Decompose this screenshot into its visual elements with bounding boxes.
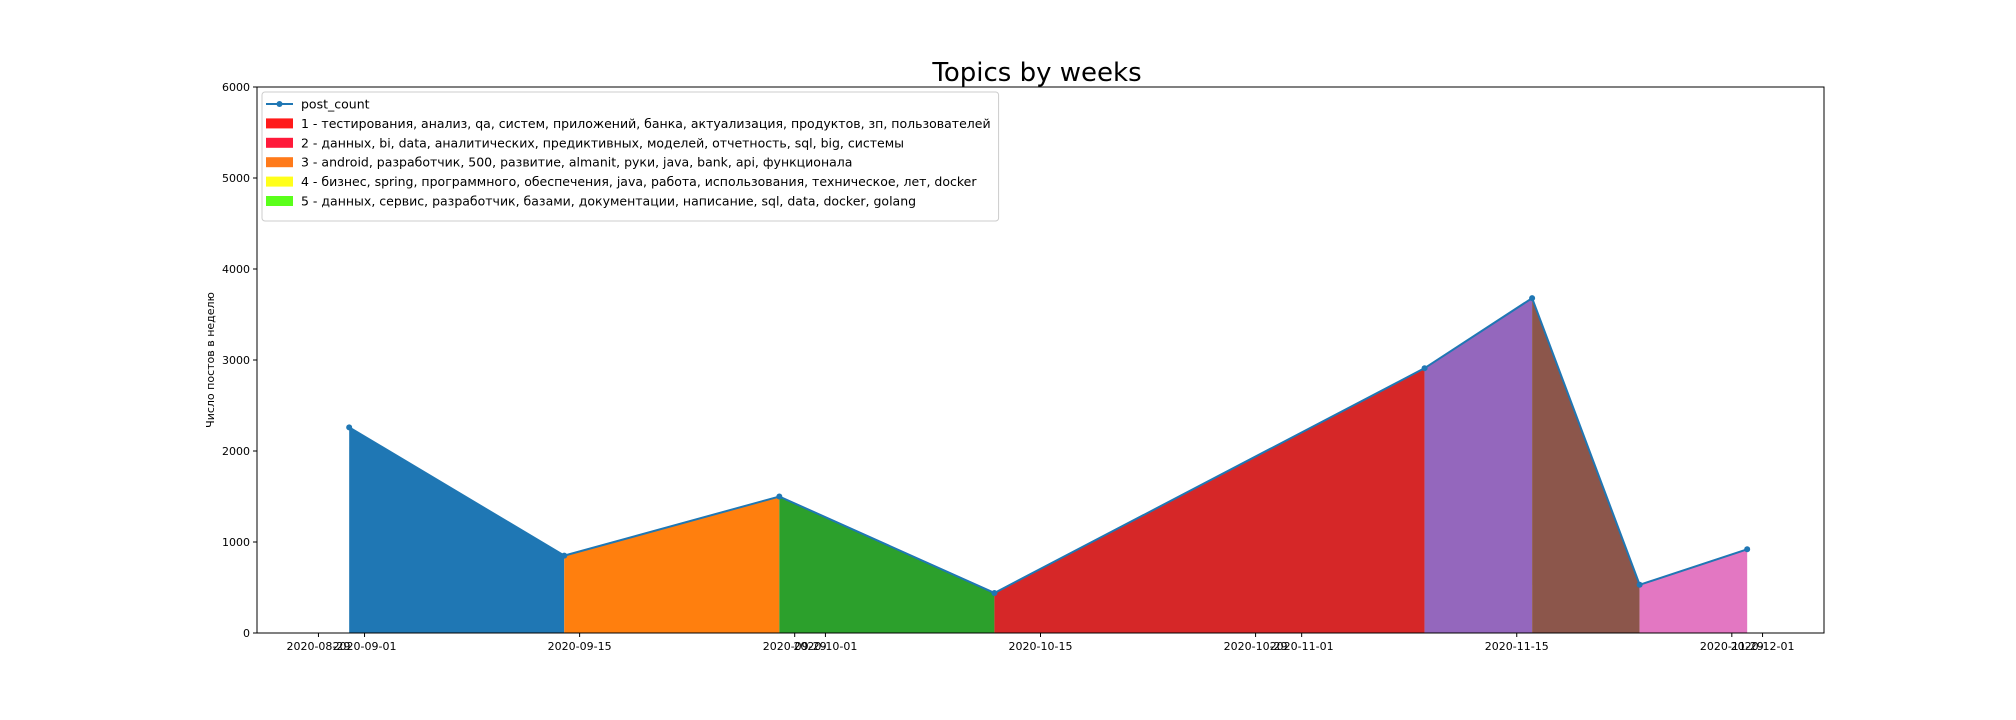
x-tick-label: 2020-11-15 — [1485, 640, 1549, 653]
area-segment-1 — [349, 427, 565, 633]
legend-label: 4 - бизнес, spring, программного, обеспе… — [301, 174, 977, 189]
x-tick-label: 2020-08-29 — [286, 640, 350, 653]
legend-swatch — [266, 157, 293, 168]
data-point — [1529, 295, 1536, 302]
area-segment-5 — [1424, 298, 1533, 633]
legend-swatch — [266, 196, 293, 206]
area-segment-6 — [1532, 298, 1640, 633]
y-tick-label: 2000 — [222, 445, 250, 458]
chart-title: Topics by weeks — [931, 58, 1141, 88]
legend-marker — [276, 101, 283, 107]
y-tick-label: 4000 — [222, 263, 250, 276]
data-point — [776, 493, 783, 500]
legend-swatch — [266, 137, 293, 148]
legend-label: 1 - тестирования, анализ, qa, систем, пр… — [301, 116, 991, 131]
y-axis-label: Число постов в неделю — [204, 292, 217, 428]
x-tick-label: 2020-10-29 — [1224, 640, 1288, 653]
area-segment-2 — [564, 496, 780, 633]
y-tick-label: 5000 — [222, 172, 250, 185]
area-segment-3 — [779, 496, 995, 633]
legend-swatch — [266, 118, 293, 129]
series-layer — [346, 295, 1751, 596]
data-point — [1744, 546, 1751, 553]
x-tick-label: 2020-11-29 — [1700, 640, 1764, 653]
x-tick-label: 2020-10-01 — [793, 640, 857, 653]
data-point — [991, 589, 998, 596]
y-axis: 0 1000 2000 3000 4000 5000 6000 — [222, 81, 257, 640]
legend-label: 3 - android, разработчик, 500, развитие,… — [301, 155, 852, 170]
x-tick-label: 2020-11-01 — [1270, 640, 1334, 653]
legend-label: post_count — [301, 97, 370, 112]
legend-swatch — [266, 176, 293, 187]
series-line-post-count — [348, 296, 1748, 595]
y-tick-label: 6000 — [222, 81, 250, 94]
data-point — [1421, 365, 1428, 372]
data-point — [561, 552, 568, 559]
x-tick-label: 2020-09-01 — [333, 640, 397, 653]
x-tick-label: 2020-09-29 — [763, 640, 827, 653]
y-tick-label: 0 — [243, 627, 250, 640]
area-segment-4 — [994, 368, 1425, 633]
y-tick-label: 1000 — [222, 536, 250, 549]
x-tick-label: 2020-12-01 — [1731, 640, 1795, 653]
data-point — [346, 424, 353, 431]
x-tick-label: 2020-10-15 — [1009, 640, 1073, 653]
area-fills — [349, 298, 1748, 633]
legend-box — [261, 91, 1000, 222]
x-tick-label: 2020-09-15 — [548, 640, 612, 653]
legend-label: 2 - данных, bi, data, аналитических, пре… — [301, 135, 904, 150]
legend: post_count 1 - тестирования, анализ, qa, … — [261, 91, 1000, 222]
data-point — [1636, 581, 1643, 588]
legend-label: 5 - данных, сервис, разработчик, базами,… — [301, 194, 916, 209]
area-segment-7 — [1639, 549, 1748, 633]
y-tick-label: 3000 — [222, 354, 250, 367]
